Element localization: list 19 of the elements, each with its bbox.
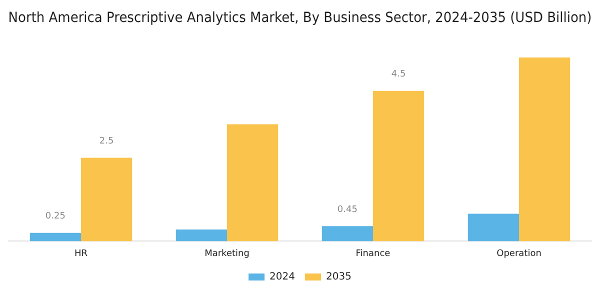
bar xyxy=(322,226,373,242)
bar xyxy=(176,230,227,242)
x-tick-label: Marketing xyxy=(204,248,250,259)
chart-title: North America Prescriptive Analytics Market, By Business Sector, 2024-2035 (USD Billion) xyxy=(8,10,592,26)
legend-label: 2035 xyxy=(326,272,352,283)
data-label: 4.5 xyxy=(391,70,406,80)
x-tick-label: HR xyxy=(74,248,88,259)
bar xyxy=(373,90,424,242)
data-label: 0.25 xyxy=(45,212,66,222)
bar xyxy=(227,124,278,242)
bar xyxy=(468,214,519,242)
x-tick-label: Finance xyxy=(356,248,391,259)
bar xyxy=(30,232,81,242)
data-label: 0.45 xyxy=(337,205,358,216)
bar xyxy=(81,158,132,242)
x-tick-label: Operation xyxy=(496,248,542,259)
bar xyxy=(519,58,570,242)
legend-label: 2024 xyxy=(270,272,296,283)
data-label: 2.5 xyxy=(99,136,114,147)
